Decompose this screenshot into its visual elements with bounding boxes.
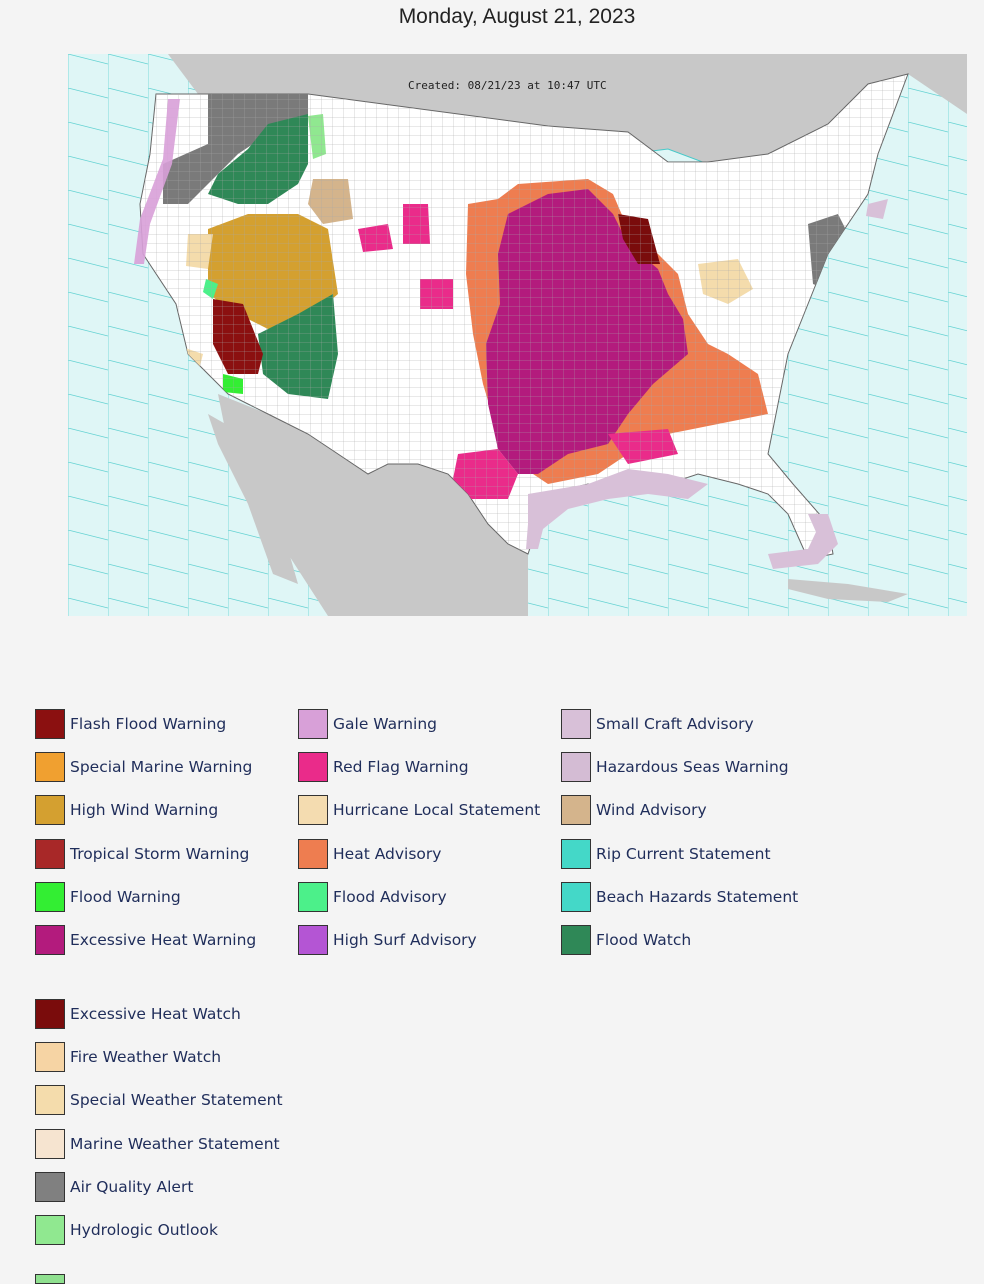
weather-alerts-map: Created: 08/21/23 at 10:47 UTC [68,54,967,616]
legend-swatch [35,795,65,826]
legend-item-beach-hazards-statement: Beach Hazards Statement [561,880,798,914]
legend-item-high-wind-warning: High Wind Warning [35,793,218,827]
canada-land [68,54,967,162]
baja-california [208,414,298,584]
legend-swatch [35,752,65,783]
legend-item-special-weather-statement: Special Weather Statement [35,1083,283,1117]
legend-item-wind-advisory: Wind Advisory [561,793,707,827]
legend-swatch [298,795,328,826]
legend-swatch [561,925,591,955]
legend-swatch [35,999,65,1029]
legend-swatch [298,925,328,955]
legend-label: Flood Watch [596,931,692,949]
legend-label: Beach Hazards Statement [596,887,799,906]
legend-item-marine-weather-statement: Marine Weather Statement [35,1127,280,1161]
legend-swatch [298,881,328,912]
legend-item-hydrologic-outlook: Hydrologic Outlook [35,1213,218,1247]
legend-label: Excessive Heat Warning [70,931,257,949]
legend-label: High Wind Warning [70,801,219,820]
legend-label: Red Flag Warning [333,758,469,777]
legend-item-hurricane-local-statement: Hurricane Local Statement [298,793,540,827]
legend-label: Rip Current Statement [596,844,771,863]
legend-swatch-partial [35,1274,65,1284]
legend-swatch [298,838,328,869]
legend-swatch [35,1042,65,1073]
legend-label: Wind Advisory [596,801,707,820]
gale-warning-pacific [134,99,180,264]
legend-item-flood-watch: Flood Watch [561,923,691,957]
legend-swatch [35,881,65,912]
legend-label: Excessive Heat Watch [70,1005,241,1023]
legend-item-tropical-storm-warning: Tropical Storm Warning [35,837,249,871]
legend-item-excessive-heat-warning: Excessive Heat Warning [35,923,256,957]
legend-swatch [298,709,328,739]
legend-item-rip-current-statement: Rip Current Statement [561,837,771,871]
page-title: Monday, August 21, 2023 [398,5,636,28]
legend-label: Heat Advisory [333,844,442,863]
legend-item-fire-weather-watch: Fire Weather Watch [35,1040,221,1074]
legend-swatch [561,838,591,869]
legend-item-red-flag-warning: Red Flag Warning [298,750,469,784]
legend-swatch [561,795,591,826]
small-craft-fl [768,514,838,569]
legend-item-special-marine-warning: Special Marine Warning [35,750,252,784]
legend-swatch [35,925,65,955]
legend-item-flood-warning: Flood Warning [35,880,181,914]
created-timestamp: Created: 08/21/23 at 10:47 UTC [408,79,607,92]
legend-label: Special Marine Warning [70,758,253,777]
legend-item-air-quality-alert: Air Quality Alert [35,1170,193,1204]
legend-swatch [35,1128,65,1159]
legend-label: High Surf Advisory [333,931,477,949]
mexico-land [218,394,528,616]
legend-label: Tropical Storm Warning [70,844,250,863]
small-craft-ne [866,199,888,219]
legend-swatch [35,1085,65,1116]
legend-label: Gale Warning [333,715,438,733]
legend-swatch [561,709,591,739]
small-craft-gulf [526,469,708,549]
legend-label: Flash Flood Warning [70,715,227,733]
legend-swatch [561,752,591,783]
legend-swatch [298,752,328,783]
legend-swatch [561,881,591,912]
legend-label: Marine Weather Statement [70,1134,280,1153]
legend-label: Fire Weather Watch [70,1048,222,1067]
legend-label: Special Weather Statement [70,1091,283,1110]
legend-swatch [35,709,65,739]
legend-label: Flood Advisory [333,887,447,906]
cuba [788,579,908,602]
legend-item-excessive-heat-watch: Excessive Heat Watch [35,997,241,1031]
legend-label: Air Quality Alert [70,1177,194,1196]
legend-label: Hazardous Seas Warning [596,758,789,777]
legend-item-flash-flood-warning: Flash Flood Warning [35,707,226,741]
legend-label: Flood Warning [70,887,181,906]
legend-swatch [35,838,65,869]
legend-item-gale-warning: Gale Warning [298,707,437,741]
legend-swatch [35,1215,65,1245]
legend-label: Hydrologic Outlook [70,1221,218,1239]
legend-label: Hurricane Local Statement [333,801,541,820]
legend-label: Small Craft Advisory [596,715,754,733]
legend-swatch [35,1171,65,1202]
legend-item-high-surf-advisory: High Surf Advisory [298,923,477,957]
legend-item-heat-advisory: Heat Advisory [298,837,441,871]
legend-item-small-craft-advisory: Small Craft Advisory [561,707,754,741]
legend-item-flood-advisory: Flood Advisory [298,880,447,914]
legend-item-hazardous-seas-warning: Hazardous Seas Warning [561,750,789,784]
